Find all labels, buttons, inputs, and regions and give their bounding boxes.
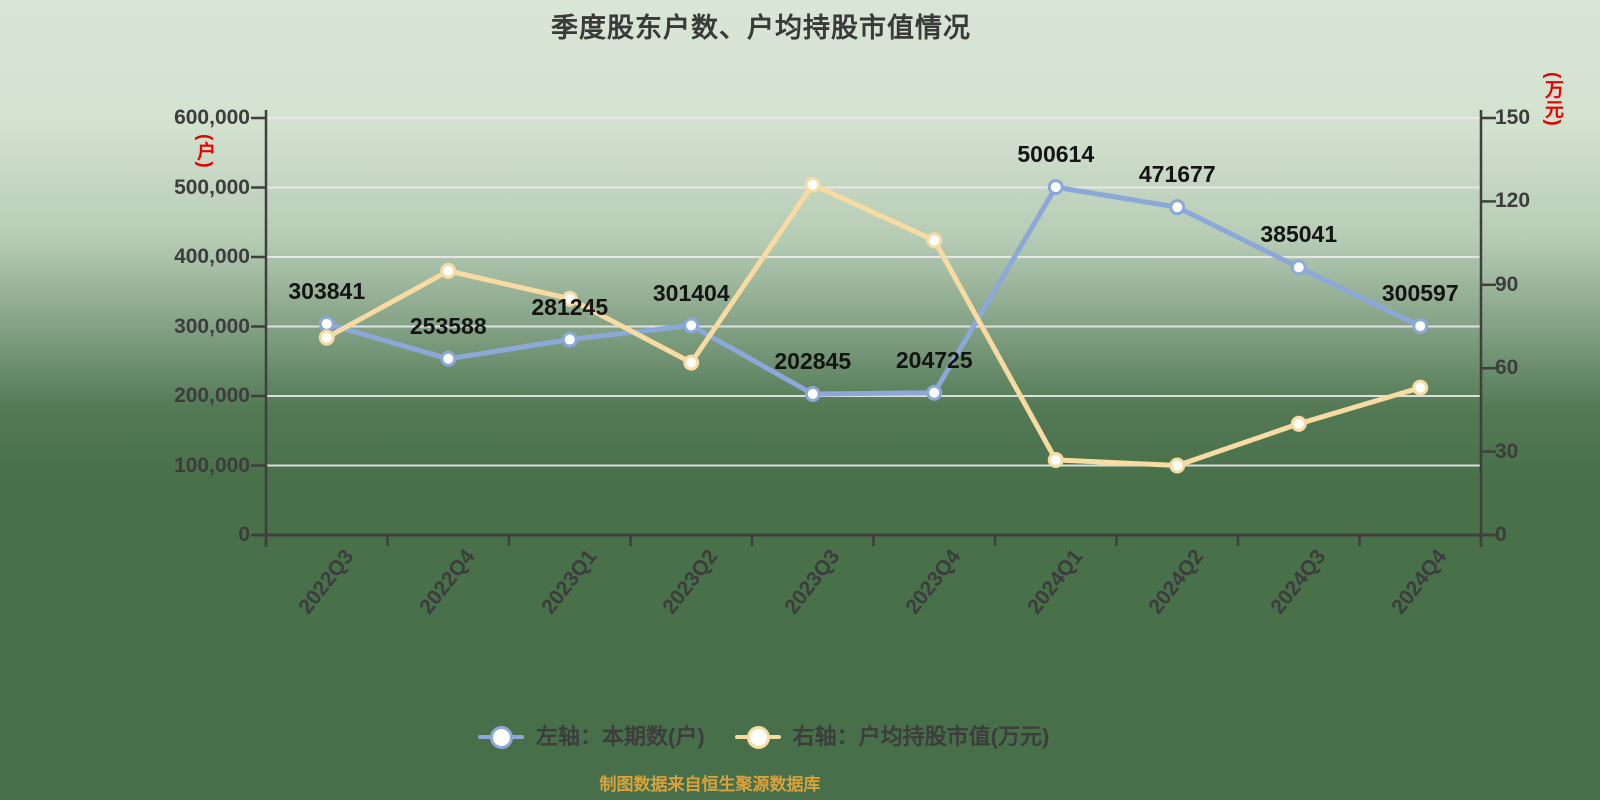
data-point-2023Q3[interactable]: [804, 386, 821, 403]
left-axis-tick-label: 400,000: [174, 245, 250, 268]
data-point-2022Q4[interactable]: [440, 350, 457, 367]
data-point-2022Q3[interactable]: [318, 329, 335, 346]
left-axis-tick-label: 100,000: [174, 453, 250, 477]
series-line-yellow: [324, 182, 1423, 468]
series-line-blue: [324, 184, 1423, 397]
legend-marker-blue-dot-icon: [490, 726, 513, 749]
legend-marker-blue-line-icon: [478, 726, 524, 749]
data-point-2023Q1[interactable]: [561, 331, 578, 348]
right-axis-tick-label: 30: [1495, 439, 1519, 463]
data-point-2023Q2[interactable]: [683, 354, 700, 371]
legend: 左轴：本期数(户) 右轴：户均持股市值(万元): [478, 723, 1049, 751]
right-axis-unit-label: (万元): [1542, 72, 1563, 127]
data-point-2023Q1[interactable]: [561, 290, 578, 307]
chart-title: 季度股东户数、户均持股市值情况: [551, 13, 971, 43]
data-point-2022Q3[interactable]: [318, 315, 335, 332]
left-axis-tick-label: 500,000: [174, 175, 250, 199]
data-point-2023Q4[interactable]: [926, 232, 943, 249]
right-axis-tick-label: 120: [1495, 189, 1531, 213]
data-point-label: 471677: [1138, 161, 1216, 188]
data-point-2023Q2[interactable]: [683, 317, 700, 334]
legend-item-shareholder-count[interactable]: 左轴：本期数(户): [478, 723, 705, 751]
data-point-2024Q3[interactable]: [1290, 415, 1307, 432]
right-axis-tick-label: 0: [1495, 523, 1507, 546]
data-source-caption: 制图数据来自恒生聚源数据库: [599, 775, 821, 794]
legend-label: 右轴：户均持股市值(万元): [792, 724, 1050, 749]
data-point-2024Q4[interactable]: [1412, 379, 1429, 396]
data-point-2023Q4[interactable]: [926, 384, 943, 401]
data-point-label: 300597: [1381, 280, 1459, 307]
data-point-2023Q3[interactable]: [804, 176, 821, 193]
data-point-label: 281245: [531, 293, 609, 320]
left-axis-tick-label: 0: [238, 523, 250, 546]
data-point-2024Q2[interactable]: [1169, 199, 1186, 216]
data-point-2024Q2[interactable]: [1169, 457, 1186, 474]
right-axis-tick-label: 90: [1495, 272, 1519, 296]
data-point-label: 303841: [288, 277, 366, 304]
data-point-label: 385041: [1260, 221, 1338, 248]
left-axis-tick-label: 600,000: [174, 106, 250, 129]
left-axis-tick-label: 300,000: [174, 314, 250, 338]
legend-item-avg-holding-value[interactable]: 右轴：户均持股市值(万元): [734, 723, 1050, 751]
data-point-2022Q4[interactable]: [440, 262, 457, 279]
data-point-2024Q1[interactable]: [1047, 451, 1064, 468]
data-point-label: 253588: [409, 312, 487, 339]
data-point-label: 202845: [774, 348, 852, 375]
data-point-2024Q4[interactable]: [1412, 318, 1429, 335]
right-axis-tick-label: 150: [1495, 106, 1531, 129]
data-point-label: 204725: [895, 346, 973, 373]
right-axis-tick-label: 60: [1495, 356, 1519, 380]
data-point-label: 301404: [652, 279, 730, 306]
data-point-label: 500614: [1017, 141, 1095, 168]
data-point-2024Q3[interactable]: [1290, 259, 1307, 276]
left-axis-tick-label: 200,000: [174, 384, 250, 407]
legend-label: 左轴：本期数(户): [536, 724, 705, 749]
data-point-2024Q1[interactable]: [1047, 179, 1064, 196]
legend-marker-yellow-dot-icon: [746, 726, 770, 749]
left-axis-unit-label: (户): [194, 134, 215, 169]
legend-marker-yellow-line-icon: [734, 726, 781, 749]
